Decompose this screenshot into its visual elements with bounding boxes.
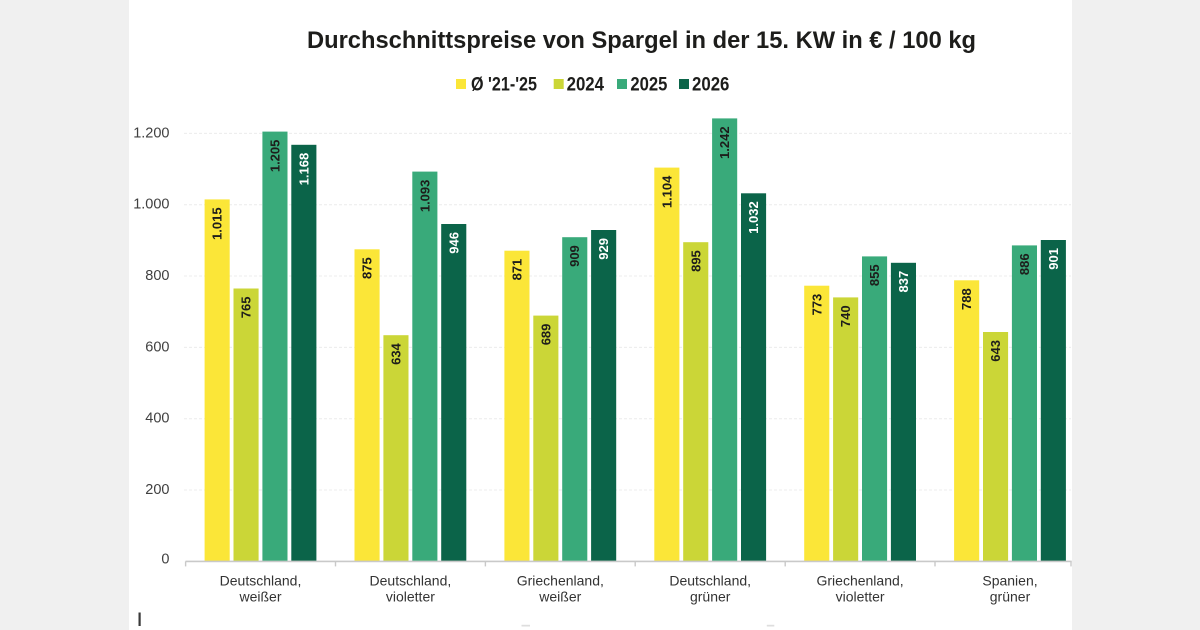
svg-text:Griechenland,: Griechenland,: [817, 573, 904, 589]
svg-text:788: 788: [959, 288, 974, 310]
svg-text:1.104: 1.104: [659, 175, 674, 208]
svg-text:689: 689: [538, 324, 553, 346]
svg-text:1.015: 1.015: [210, 207, 225, 240]
svg-text:2025: 2025: [630, 74, 667, 95]
svg-text:1.000: 1.000: [133, 197, 169, 213]
svg-text:837: 837: [896, 271, 911, 293]
svg-text:grüner: grüner: [990, 589, 1031, 605]
svg-text:946: 946: [446, 232, 461, 254]
svg-text:871: 871: [509, 259, 524, 281]
svg-text:886: 886: [1017, 253, 1032, 275]
svg-text:740: 740: [838, 305, 853, 327]
svg-text:1.093: 1.093: [417, 180, 432, 213]
svg-text:Deutschland,: Deutschland,: [370, 573, 452, 589]
svg-text:2024: 2024: [567, 74, 605, 95]
svg-text:1.168: 1.168: [296, 153, 311, 186]
svg-text:634: 634: [388, 342, 403, 364]
svg-text:violetter: violetter: [386, 589, 435, 605]
svg-text:weißer: weißer: [238, 589, 281, 605]
svg-text:1.205: 1.205: [267, 140, 282, 173]
svg-text:909: 909: [567, 245, 582, 267]
svg-text:Spanien,: Spanien,: [982, 573, 1037, 589]
svg-text:1.242: 1.242: [717, 126, 732, 159]
svg-text:grüner: grüner: [690, 589, 731, 605]
svg-text:2026: 2026: [692, 74, 729, 95]
svg-text:Durchschnittspreise von Sparge: Durchschnittspreise von Spargel in der 1…: [307, 27, 976, 54]
svg-text:weißer: weißer: [538, 589, 581, 605]
svg-text:Griechenland,: Griechenland,: [517, 573, 604, 589]
svg-text:violetter: violetter: [836, 589, 885, 605]
svg-text:Deutschland,: Deutschland,: [220, 573, 302, 589]
svg-text:Ø '21-'25: Ø '21-'25: [471, 74, 537, 95]
svg-text:1.032: 1.032: [746, 201, 761, 234]
svg-text:875: 875: [360, 257, 375, 279]
svg-text:929: 929: [596, 238, 611, 260]
svg-text:1.200: 1.200: [133, 125, 169, 141]
svg-text:Deutschland,: Deutschland,: [669, 573, 751, 589]
svg-text:800: 800: [145, 268, 169, 284]
svg-text:773: 773: [809, 294, 824, 316]
svg-text:400: 400: [145, 411, 169, 427]
svg-text:765: 765: [239, 297, 254, 319]
svg-text:600: 600: [145, 339, 169, 355]
svg-text:643: 643: [988, 340, 1003, 362]
svg-text:901: 901: [1046, 248, 1061, 270]
svg-text:200: 200: [145, 482, 169, 498]
svg-text:855: 855: [867, 264, 882, 286]
svg-text:0: 0: [161, 551, 169, 567]
svg-text:895: 895: [688, 250, 703, 272]
